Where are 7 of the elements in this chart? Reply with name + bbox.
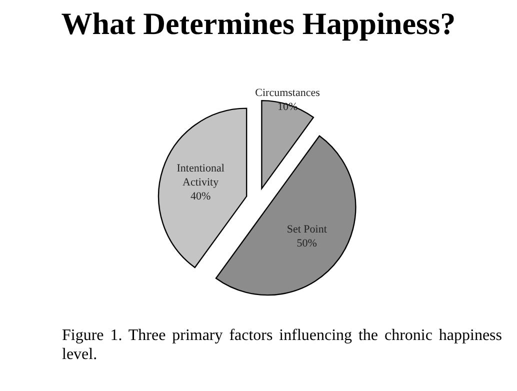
slice-label: Intentional Activity: [176, 162, 224, 188]
chart-title: What Determines Happiness?: [61, 6, 456, 41]
slice-label: Circumstances: [255, 87, 320, 100]
caption: Figure 1. Three primary factors influencing the chronic happiness level.: [62, 326, 502, 364]
data-label: 40%: [190, 190, 211, 202]
slice-label: Set Point: [286, 224, 327, 236]
data-label: 50%: [296, 238, 317, 250]
